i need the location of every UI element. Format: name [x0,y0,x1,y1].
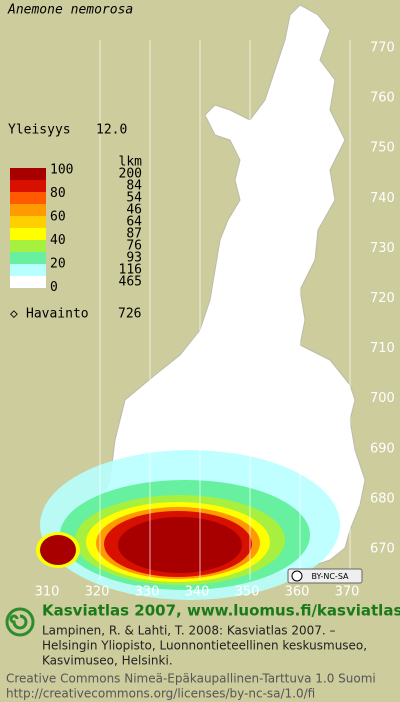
count-label: 93 [126,251,142,266]
zone [118,517,242,573]
legend-swatch [10,216,46,228]
citation-line: Helsingin Yliopisto, Luonnontieteellinen… [42,639,367,653]
citation-line: Lampinen, R. & Lahti, T. 2008: Kasviatla… [42,624,336,638]
count-label: 76 [126,239,142,254]
count-label: 87 [126,227,142,242]
count-label: 54 [126,191,142,206]
count-header: lkm [119,155,143,170]
zone [40,535,76,565]
badge-text: BY-NC-SA [311,572,349,581]
logo [5,607,35,637]
percent-label: 40 [50,233,66,248]
count-label: 116 [119,263,142,278]
count-label: 200 [119,167,142,182]
legend-swatch [10,252,46,264]
abundance-area [36,450,340,600]
legend-swatch [10,204,46,216]
grid [99,40,351,580]
percent-label: 100 [50,163,73,178]
y-axis-label: 730 [370,241,395,256]
license-text: Creative Commons Nimeä-Epäkaupallinen-Ta… [6,672,376,686]
frequency-value: 12.0 [96,123,127,138]
footer-heading: Kasviatlas 2007, www.luomus.fi/kasviatla… [42,602,400,620]
frequency-label: Yleisyys [8,123,71,138]
x-axis-label: 330 [135,585,160,600]
percent-label: 60 [50,210,66,225]
observation-marker: ◇ [10,307,18,322]
y-axis-label: 690 [370,441,395,456]
legend-swatch [10,168,46,180]
count-label: 64 [126,215,142,230]
y-axis-label: 760 [370,91,395,106]
y-axis-label: 770 [370,41,395,56]
badge-frame [287,568,363,584]
x-axis-label: 310 [35,585,60,600]
logo-ring [5,607,35,637]
legend-swatch [10,240,46,252]
y-axis-label: 740 [370,191,395,206]
percent-label: 80 [50,186,66,201]
x-axis-label: 350 [235,585,260,600]
y-axis-label: 700 [370,391,395,406]
x-axis-label: 340 [185,585,210,600]
count-label: 465 [119,275,142,290]
x-axis-label: 320 [85,585,110,600]
count-label: 84 [126,179,142,194]
percent-label: 20 [50,257,66,272]
count-label: 46 [126,203,142,218]
legend-swatch [10,228,46,240]
y-axis-label: 670 [370,542,395,557]
y-axis-label: 680 [370,491,395,506]
legend-swatch [10,192,46,204]
legend-swatch [10,264,46,276]
percent-label: 0 [50,280,58,295]
x-axis-label: 360 [285,585,310,600]
observation-label: Havainto [26,307,89,322]
y-axis-label: 750 [370,141,395,156]
legend-swatch [10,180,46,192]
y-axis-label: 720 [370,291,395,306]
logo-spiral [9,614,28,630]
badge-icon [291,570,303,582]
y-axis-label: 710 [370,341,395,356]
license-url: http://creativecommons.org/licenses/by-n… [6,687,315,701]
license-badge: BY-NC-SA [287,568,363,584]
legend-swatch [10,276,46,288]
observation-value: 726 [118,307,141,322]
x-axis-label: 370 [335,585,360,600]
title: Anemone nemorosa [7,3,133,18]
citation-line: Kasvimuseo, Helsinki. [42,654,173,668]
